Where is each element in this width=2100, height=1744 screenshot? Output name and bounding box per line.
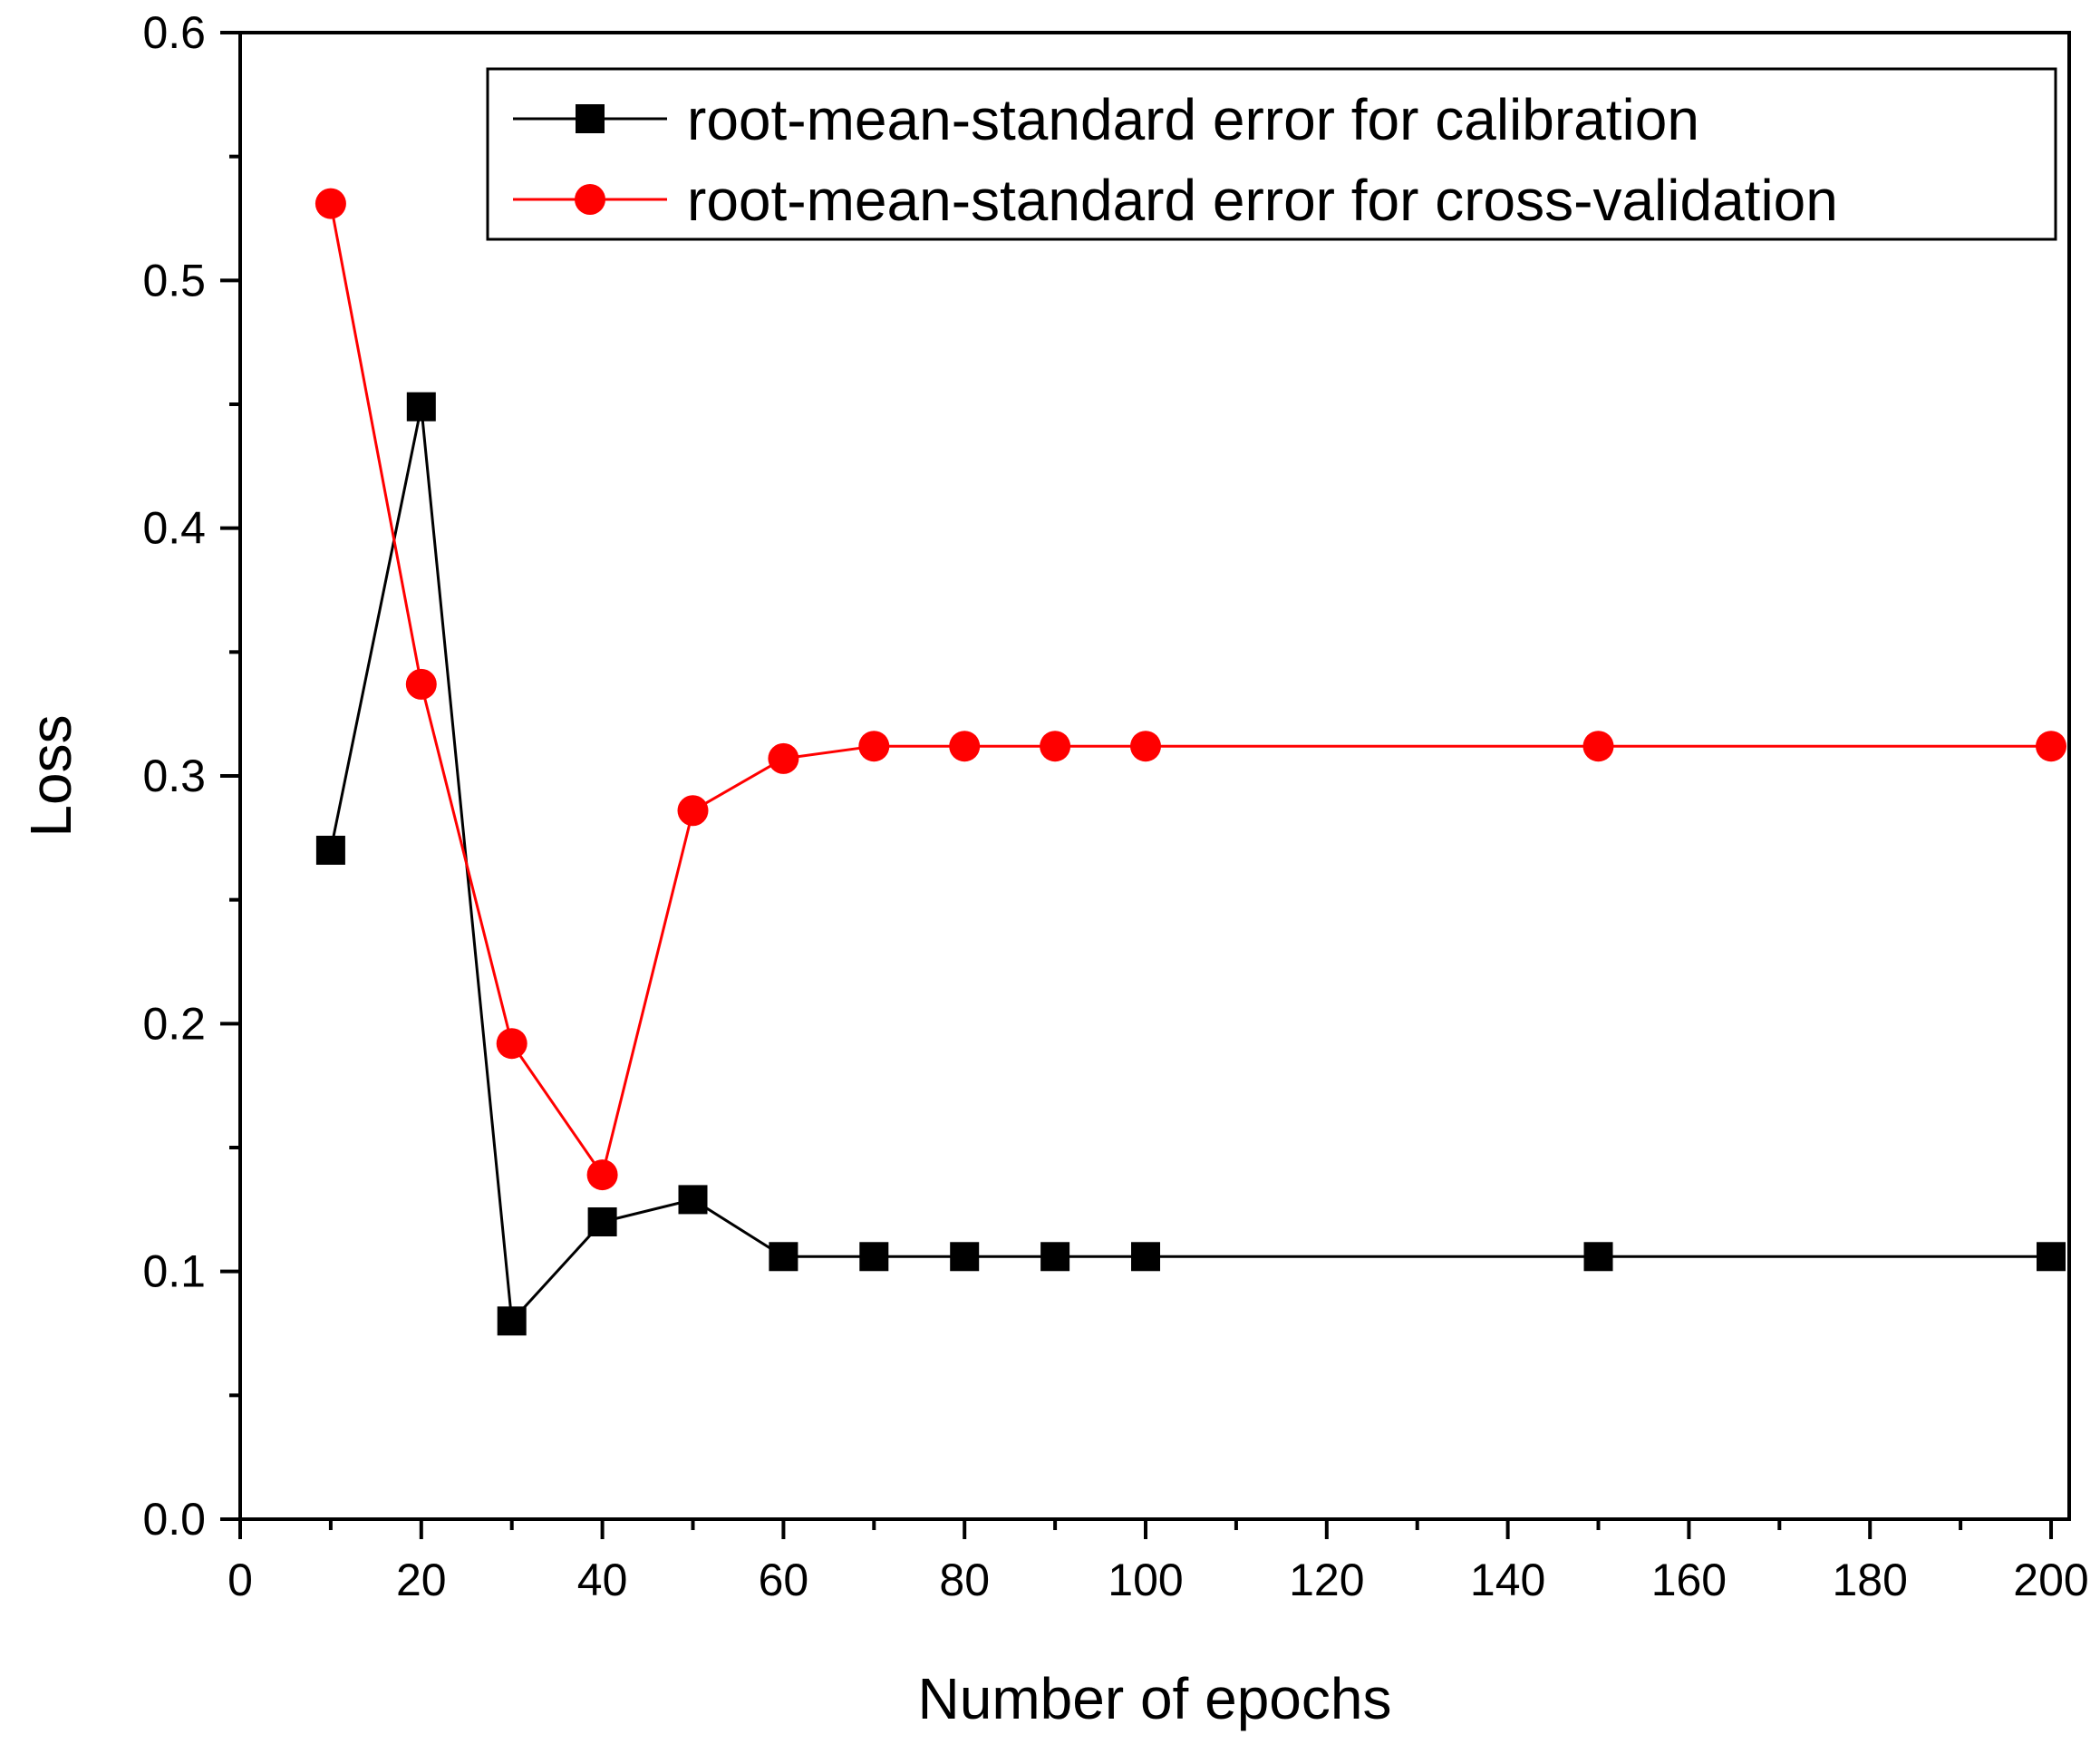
legend-marker-calibration	[576, 104, 605, 133]
legend: root-mean-standard error for calibration…	[486, 67, 2057, 241]
x-tick-label: 40	[577, 1555, 628, 1605]
data-point	[1131, 1242, 1161, 1272]
x-tick-label: 180	[1832, 1555, 1907, 1605]
data-point	[1040, 731, 1071, 762]
x-tick-label: 0	[227, 1555, 253, 1605]
x-tick-label: 160	[1651, 1555, 1727, 1605]
data-point	[405, 668, 437, 700]
data-point	[858, 731, 890, 762]
series-layer	[315, 188, 2067, 1336]
data-point	[2036, 731, 2067, 762]
data-point	[315, 836, 345, 865]
data-point	[586, 1159, 618, 1191]
legend-label-cross-validation: root-mean-standard error for cross-valid…	[687, 168, 1838, 233]
x-tick-label: 20	[396, 1555, 447, 1605]
axis-ticks: 0 20 40 60 80 100 120 140 160 180 200 0.0 0.1 0.2 0.3 0…	[142, 7, 2088, 1605]
series-0	[315, 392, 2066, 1336]
x-tick-label: 100	[1108, 1555, 1183, 1605]
legend-label-calibration: root-mean-standard error for calibration	[687, 87, 1699, 152]
y-axis-title: Loss	[18, 714, 83, 837]
legend-box	[486, 67, 2057, 241]
data-point	[587, 1207, 617, 1236]
x-tick-label: 120	[1289, 1555, 1364, 1605]
data-point	[496, 1028, 527, 1060]
x-axis-title: Number of epochs	[918, 1666, 1392, 1731]
y-tick-label: 0.6	[142, 7, 206, 58]
data-point	[678, 1185, 708, 1215]
data-point	[949, 731, 981, 762]
x-tick-label: 60	[759, 1555, 809, 1605]
x-tick-label: 200	[2013, 1555, 2088, 1605]
y-tick-label: 0.2	[142, 998, 206, 1049]
series-line	[329, 203, 2052, 1178]
y-tick-label: 0.5	[142, 255, 206, 305]
y-tick-label: 0.0	[142, 1494, 206, 1545]
data-point	[769, 1242, 798, 1272]
data-point	[677, 795, 709, 827]
data-point	[406, 392, 436, 421]
series-line	[329, 406, 2052, 1324]
y-tick-label: 0.1	[142, 1246, 206, 1297]
series-1	[315, 188, 2067, 1191]
data-point	[1130, 731, 1162, 762]
data-point	[2037, 1242, 2066, 1272]
x-tick-label: 80	[939, 1555, 990, 1605]
y-tick-label: 0.4	[142, 503, 206, 554]
y-tick-label: 0.3	[142, 751, 206, 801]
data-point	[859, 1242, 889, 1272]
data-point	[497, 1306, 527, 1336]
legend-marker-cross-validation	[575, 184, 605, 215]
data-point	[1040, 1242, 1070, 1272]
data-point	[1583, 1242, 1613, 1272]
plot-frame	[238, 31, 2071, 1521]
x-tick-label: 140	[1470, 1555, 1545, 1605]
data-point	[315, 188, 346, 219]
data-point	[768, 742, 799, 774]
data-point	[950, 1242, 980, 1272]
data-point	[1582, 731, 1614, 762]
